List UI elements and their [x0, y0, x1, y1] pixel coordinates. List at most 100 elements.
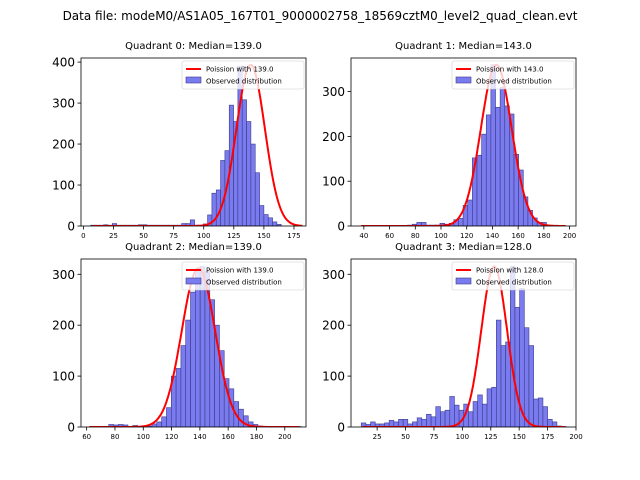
histogram-bar — [523, 327, 530, 427]
histogram-bar — [504, 105, 510, 226]
poisson-curve — [362, 265, 565, 427]
histogram-bar — [241, 99, 247, 226]
histogram-bar — [510, 266, 516, 427]
poisson-curve — [361, 63, 566, 226]
histogram-bar — [416, 417, 423, 427]
y-tick-label: 300 — [52, 97, 75, 111]
histogram-bars — [360, 266, 567, 427]
y-tick-label: 0 — [67, 421, 75, 435]
histogram-bar — [250, 143, 256, 226]
histogram-bar — [499, 86, 506, 226]
y-tick-label: 300 — [322, 85, 345, 99]
histogram-bar — [495, 106, 501, 226]
legend-bar-swatch — [455, 76, 472, 84]
y-tick-label: 400 — [52, 56, 75, 70]
legend-box — [451, 261, 575, 291]
x-tick-label: 100 — [456, 433, 469, 441]
x-tick-label: 150 — [512, 433, 525, 441]
histogram-bar — [254, 172, 260, 226]
histogram-bar — [468, 411, 474, 427]
quadrant-2-title: Quadrant 2: Median=139.0 — [125, 242, 262, 253]
histogram-bar — [482, 403, 488, 427]
legend-label-poisson: Poission with 139.0 — [206, 267, 274, 275]
x-tick-label: 160 — [511, 232, 524, 240]
legend-bar-swatch — [185, 277, 202, 285]
axes-frame — [350, 258, 577, 428]
x-tick-label: 125 — [227, 232, 240, 240]
quadrant-1-title: Quadrant 1: Median=143.0 — [395, 41, 532, 52]
histogram-bar — [472, 401, 479, 427]
histogram-bar — [246, 121, 252, 226]
histogram-bars — [90, 65, 282, 226]
x-tick-label: 175 — [541, 433, 554, 441]
axes-frame — [80, 57, 307, 227]
y-tick-label: 100 — [52, 370, 75, 384]
histogram-bar — [528, 345, 534, 427]
histogram-bar — [180, 345, 187, 427]
y-tick-label: 200 — [322, 319, 345, 333]
x-tick-label: 50 — [139, 232, 148, 240]
x-tick-label: 75 — [429, 433, 438, 441]
histogram-bar — [449, 396, 455, 427]
y-tick-label: 0 — [67, 220, 75, 234]
histogram-bar — [259, 205, 265, 226]
histogram-bar — [267, 217, 273, 226]
x-tick-label: 175 — [287, 232, 300, 240]
histogram-bar — [440, 411, 446, 427]
histogram-bar — [166, 407, 172, 427]
histogram-bar — [500, 345, 506, 427]
legend: Poission with 139.0 Observed distribution — [181, 60, 305, 90]
histogram-bars — [89, 266, 302, 427]
x-tick-label: 120 — [460, 232, 473, 240]
histogram-bar — [421, 419, 427, 427]
x-tick-label: 125 — [484, 433, 497, 441]
x-tick-label: 0 — [81, 232, 85, 240]
y-tick-label: 200 — [52, 138, 75, 152]
histogram-bar — [398, 419, 404, 427]
x-tick-label: 120 — [165, 433, 178, 441]
histogram-bars — [360, 64, 566, 226]
x-tick-label: 140 — [486, 232, 499, 240]
histogram-bar — [430, 416, 437, 427]
histogram-bar — [426, 413, 432, 427]
x-tick-label: 60 — [82, 433, 91, 441]
x-tick-label: 180 — [537, 232, 550, 240]
legend-label-poisson: Poission with 139.0 — [206, 66, 274, 74]
histogram-bar — [161, 416, 167, 427]
axes-frame — [80, 258, 307, 428]
histogram-bar — [156, 421, 162, 427]
histogram-bar — [458, 218, 464, 226]
quadrant-3-title: Quadrant 3: Median=128.0 — [395, 242, 532, 253]
x-tick-label: 200 — [563, 232, 576, 240]
legend-label-observed: Observed distribution — [206, 78, 282, 86]
x-tick-label: 100 — [434, 232, 447, 240]
x-tick-label: 160 — [221, 433, 234, 441]
histogram-bar — [485, 114, 492, 226]
legend: Poission with 128.0 Observed distribution — [451, 261, 575, 291]
histogram-bar — [514, 307, 520, 427]
y-tick-label: 100 — [322, 175, 345, 189]
legend-bar-swatch — [185, 76, 202, 84]
histogram-bar — [185, 319, 191, 427]
y-tick-label: 300 — [322, 268, 345, 282]
legend-label-poisson: Poission with 143.0 — [476, 66, 544, 74]
histogram-bar — [421, 222, 427, 226]
quadrant-0-title: Quadrant 0: Median=139.0 — [125, 41, 262, 52]
x-tick-label: 50 — [401, 433, 410, 441]
y-tick-label: 0 — [337, 220, 345, 234]
figure-suptitle: Data file: modeM0/AS1A05_167T01_90000027… — [63, 9, 578, 23]
y-tick-label: 100 — [322, 370, 345, 384]
histogram-bar — [481, 133, 487, 226]
legend-label-observed: Observed distribution — [476, 279, 552, 287]
histogram-bar — [542, 406, 548, 427]
histogram-bar — [547, 419, 553, 427]
histogram-bar — [491, 386, 497, 427]
y-tick-label: 200 — [52, 319, 75, 333]
x-tick-label: 80 — [111, 433, 120, 441]
histogram-bar — [272, 221, 278, 226]
axes-frame — [350, 57, 577, 227]
histogram-bar — [537, 397, 544, 427]
y-tick-label: 200 — [322, 130, 345, 144]
x-tick-label: 150 — [257, 232, 270, 240]
